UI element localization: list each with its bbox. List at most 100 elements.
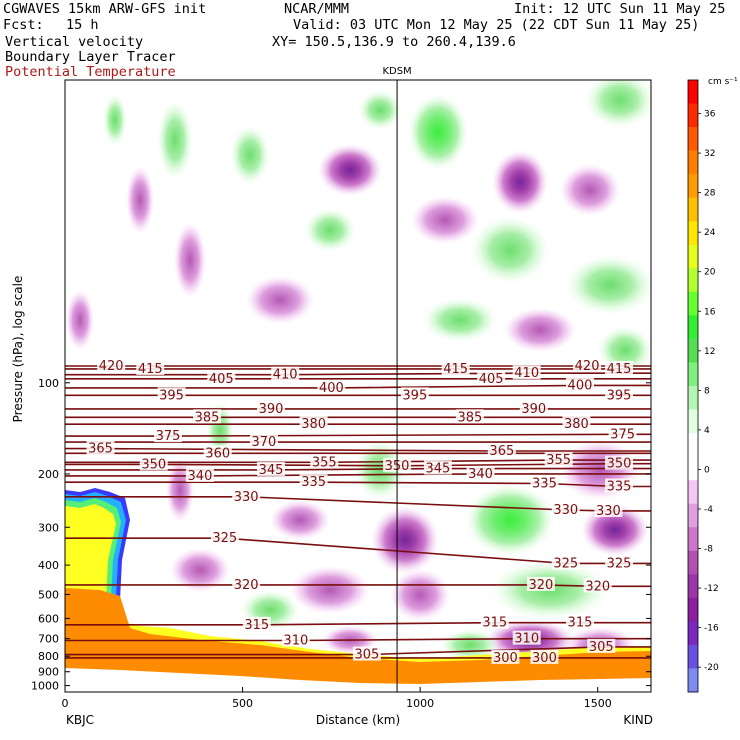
colorbar-swatch: [688, 103, 698, 128]
colorbar-swatch: [688, 409, 698, 434]
theta-label: 400: [568, 378, 593, 393]
theta-label: 305: [354, 648, 379, 663]
colorbar-tick-label: -12: [704, 584, 719, 594]
theta-label: 345: [259, 463, 284, 478]
theta-label-bg: [210, 530, 239, 545]
colorbar-tick-label: 28: [704, 189, 716, 199]
theta-label-bg: [487, 443, 516, 458]
colorbar-tick-label: -4: [704, 505, 713, 515]
theta-label-bg: [594, 502, 623, 517]
theta-label-bg: [544, 452, 573, 467]
theta-label-bg: [317, 379, 346, 394]
theta-label: 330: [553, 503, 578, 518]
y-tick-label: 1000: [31, 680, 59, 693]
theta-label-bg: [299, 416, 328, 431]
theta-label-bg: [249, 434, 278, 449]
theta-label: 360: [205, 446, 230, 461]
theta-contour-400: [65, 384, 651, 389]
theta-label: 355: [312, 455, 337, 470]
colorbar-tick-label: 32: [704, 149, 715, 159]
theta-label: 345: [425, 462, 450, 477]
theta-label: 330: [234, 490, 259, 505]
colorbar-swatch: [688, 244, 698, 269]
colorbar-tick-label: -8: [704, 545, 713, 555]
theta-label: 305: [589, 640, 614, 655]
theta-label-bg: [573, 357, 602, 372]
theta-label: 415: [607, 362, 632, 377]
theta-contour-345: [65, 467, 651, 471]
start-station-label: KBJC: [66, 713, 94, 727]
theta-label: 415: [138, 362, 163, 377]
colorbar-tick-label: 20: [704, 268, 716, 278]
colorbar-swatch: [688, 80, 698, 105]
theta-label-bg: [583, 578, 612, 593]
colorbar-swatch: [688, 362, 698, 387]
colorbar-swatch: [688, 597, 698, 622]
theta-label-bg: [153, 428, 182, 443]
theta-label-bg: [530, 649, 559, 664]
theta-label: 370: [251, 435, 276, 450]
colorbar-tick-label: 8: [704, 386, 710, 396]
theta-label: 350: [141, 457, 166, 472]
colorbar-tick-label: 16: [704, 307, 716, 317]
theta-label-bg: [242, 616, 271, 631]
colorbar-swatch: [688, 268, 698, 293]
y-tick-label: 800: [38, 650, 59, 663]
init-time: Init: 12 UTC Sun 11 May 25: [514, 1, 726, 17]
theta-label-bg: [526, 576, 555, 591]
colorbar-tick-label: -20: [704, 663, 719, 673]
theta-label-bg: [157, 387, 186, 402]
theta-label: 325: [607, 556, 632, 571]
theta-label-bg: [477, 370, 506, 385]
theta-label: 320: [234, 578, 259, 593]
theta-label: 315: [244, 618, 269, 633]
fcst-value: 15 h: [66, 17, 99, 33]
colorbar-unit: cm s⁻¹: [708, 77, 738, 87]
colorbar-tick-label: 12: [704, 347, 715, 357]
colorbar-swatch: [688, 127, 698, 152]
colorbar-swatch: [688, 338, 698, 363]
model-title: CGWAVES 15km ARW-GFS init: [3, 1, 207, 17]
theta-label-bg: [565, 377, 594, 392]
theta-label: 395: [159, 388, 184, 403]
x-tick-label: 0: [62, 697, 69, 710]
colorbar-swatch: [688, 550, 698, 575]
theta-label: 375: [610, 427, 635, 442]
theta-label: 415: [443, 362, 468, 377]
theta-label: 335: [607, 479, 632, 494]
colorbar-swatch: [688, 174, 698, 199]
colorbar-frame: [687, 79, 699, 693]
colorbar-swatch: [688, 433, 698, 458]
theta-label-bg: [512, 630, 541, 645]
colorbar-swatch: [688, 527, 698, 552]
theta-label: 380: [301, 417, 326, 432]
theta-label: 395: [402, 388, 427, 403]
theta-label: 355: [546, 453, 571, 468]
theta-label-bg: [605, 478, 634, 493]
theta-label: 420: [99, 359, 124, 374]
theta-label: 405: [209, 372, 234, 387]
theta-label-bg: [565, 614, 594, 629]
theta-label-bg: [400, 387, 429, 402]
theta-label: 325: [553, 556, 578, 571]
colorbar-tick-label: 4: [704, 426, 710, 436]
theta-label: 365: [88, 442, 113, 457]
theta-label-bg: [551, 555, 580, 570]
theta-label: 400: [319, 381, 344, 396]
colorbar-swatch: [688, 315, 698, 340]
end-station-label: KIND: [623, 713, 653, 727]
theta-labels: 420 415 405 410 400 395 390 385 380 375 370 365 360 3…: [86, 357, 637, 666]
theta-label: 310: [283, 634, 308, 649]
org-label: NCAR/MMM: [284, 1, 350, 17]
theta-label-bg: [605, 387, 634, 402]
theta-label-bg: [97, 357, 126, 372]
theta-label: 395: [607, 388, 632, 403]
theta-label-bg: [491, 649, 520, 664]
theta-label: 315: [482, 616, 507, 631]
colorbar-swatch: [688, 574, 698, 599]
vertical-velocity-colorbar: 36 32 28 24 20 16 12 8 4 0 -4 -8 -12 -16 -20: [687, 79, 719, 693]
colorbar-tick-label: -16: [704, 624, 719, 634]
theta-label-bg: [352, 646, 381, 661]
vertical-velocity-field: [65, 80, 651, 692]
